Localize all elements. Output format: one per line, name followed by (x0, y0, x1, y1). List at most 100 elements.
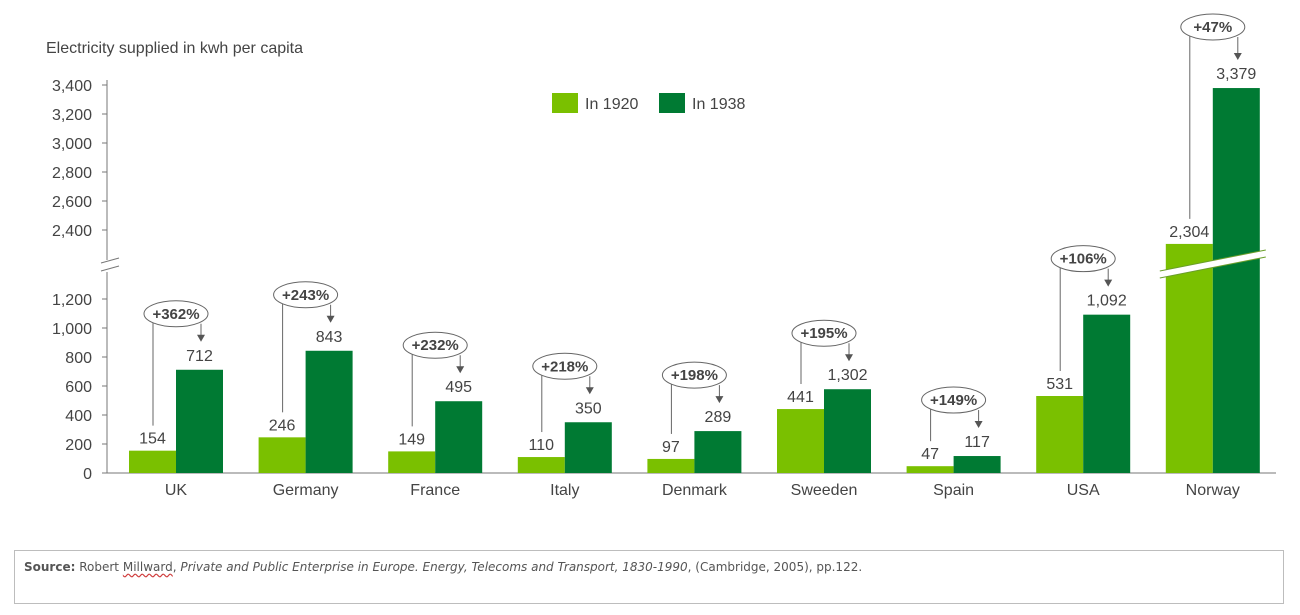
y-tick-label: 1,200 (52, 292, 92, 309)
y-tick-label: 400 (65, 408, 92, 425)
source-rest: , (Cambridge, 2005), pp.122. (687, 560, 863, 574)
norway-break-line-bottom (1159, 256, 1266, 279)
bar-1938-usa (1083, 314, 1131, 473)
growth-bubble (532, 352, 598, 380)
source-box: Source: Robert Millward, Private and Pub… (14, 550, 1284, 604)
norway-break-line-top (1159, 249, 1266, 272)
bar-1920-norway (1165, 243, 1213, 473)
bar-1920-denmark (647, 458, 695, 473)
growth-label: +362% (152, 306, 199, 323)
value-label-1920: 110 (529, 437, 555, 454)
source-author-first: Robert (79, 560, 120, 574)
y-tick-label: 3,200 (52, 107, 92, 124)
axis-break-mark-top (100, 257, 120, 264)
category-label: Spain (933, 482, 974, 499)
y-tick-label: 200 (65, 437, 92, 454)
bar-1938-sweeden (824, 389, 871, 473)
value-label-1920: 441 (787, 389, 814, 406)
category-label: UK (165, 482, 188, 499)
y-tick-label: 0 (83, 466, 92, 483)
value-label-1938: 843 (316, 329, 343, 346)
y-tick-label: 2,600 (52, 194, 92, 211)
growth-label: +243% (282, 287, 329, 304)
bar-1920-uk (129, 450, 176, 473)
growth-arrowhead (585, 387, 594, 395)
value-label-1938: 712 (186, 348, 213, 365)
category-label: France (410, 482, 460, 499)
growth-bubble (921, 386, 987, 414)
growth-arrowhead (326, 315, 335, 323)
value-label-1920: 97 (662, 439, 680, 456)
value-label-1938: 3,379 (1216, 66, 1256, 83)
value-label-1938: 350 (575, 400, 602, 417)
bar-1938-spain (953, 456, 1001, 473)
y-tick-label: 800 (65, 350, 92, 367)
value-label-1938: 117 (964, 434, 990, 451)
bar-1938-denmark (694, 431, 742, 473)
growth-label: +218% (541, 358, 588, 375)
growth-bubble (143, 300, 209, 328)
bar-1920-spain (906, 466, 954, 473)
growth-bubble (273, 281, 339, 309)
bar-1938-france (435, 401, 483, 473)
bar-1938-germany (305, 350, 353, 473)
value-label-1920: 246 (269, 417, 296, 434)
growth-label: +195% (800, 325, 847, 342)
value-label-1938: 289 (705, 409, 732, 426)
bar-1920-france (388, 451, 436, 473)
y-tick-label: 2,400 (52, 223, 92, 240)
growth-arrowhead (1104, 279, 1113, 287)
growth-label: +232% (412, 337, 459, 354)
value-label-1938: 495 (445, 379, 472, 396)
growth-bubble (402, 331, 468, 359)
growth-arrowhead (1233, 53, 1242, 61)
legend-label-2: In 1938 (692, 96, 745, 113)
bar-chart: Electricity supplied in kwh per capita 0 2… (46, 13, 1276, 499)
category-label: Norway (1186, 482, 1240, 499)
growth-label: +198% (671, 367, 718, 384)
growth-bubble (791, 319, 857, 347)
legend-swatch-1 (552, 93, 578, 113)
value-label-1920: 531 (1046, 376, 1073, 393)
legend-swatch-2 (659, 93, 685, 113)
growth-label: +149% (930, 392, 977, 409)
category-label: USA (1067, 482, 1100, 499)
source-author-last: Millward (122, 560, 173, 574)
growth-arrowhead (845, 354, 853, 362)
chart-title: Electricity supplied in kwh per capita (46, 40, 303, 57)
source-label: Source: (24, 560, 76, 574)
growth-bubble (1180, 13, 1246, 41)
growth-bubble (661, 361, 727, 389)
legend-label-1: In 1920 (585, 96, 638, 113)
growth-arrowhead (197, 334, 205, 342)
source-title: Private and Public Enterprise in Europe.… (180, 560, 688, 574)
y-tick-label: 600 (65, 379, 92, 396)
growth-arrowhead (715, 396, 724, 404)
bar-1920-sweeden (777, 409, 824, 473)
axis-break-mark-bottom (100, 265, 120, 272)
growth-arrowhead (456, 366, 465, 374)
bar-1920-italy (517, 457, 565, 473)
growth-bubble (1050, 245, 1116, 273)
bar-1938-italy (564, 422, 612, 473)
y-tick-label: 3,000 (52, 136, 92, 153)
bar-1938-uk (176, 369, 223, 473)
category-label: Italy (550, 482, 579, 499)
value-label-1920: 154 (139, 431, 166, 448)
bar-1938-norway (1212, 88, 1260, 474)
value-label-1920: 149 (398, 431, 425, 448)
category-label: Germany (273, 482, 339, 499)
y-tick-label: 2,800 (52, 165, 92, 182)
bar-1920-germany (258, 437, 306, 473)
growth-label: +106% (1060, 251, 1107, 268)
value-label-1920: 2,304 (1169, 224, 1209, 241)
value-label-1920: 47 (921, 446, 939, 463)
y-tick-label: 3,400 (52, 78, 92, 95)
value-label-1938: 1,092 (1087, 293, 1127, 310)
category-label: Denmark (662, 482, 728, 499)
growth-label: +47% (1193, 19, 1232, 36)
growth-arrowhead (974, 421, 983, 429)
norway-break-gap (1159, 250, 1266, 278)
bar-1920-usa (1036, 396, 1084, 473)
y-tick-label: 1,000 (52, 321, 92, 338)
